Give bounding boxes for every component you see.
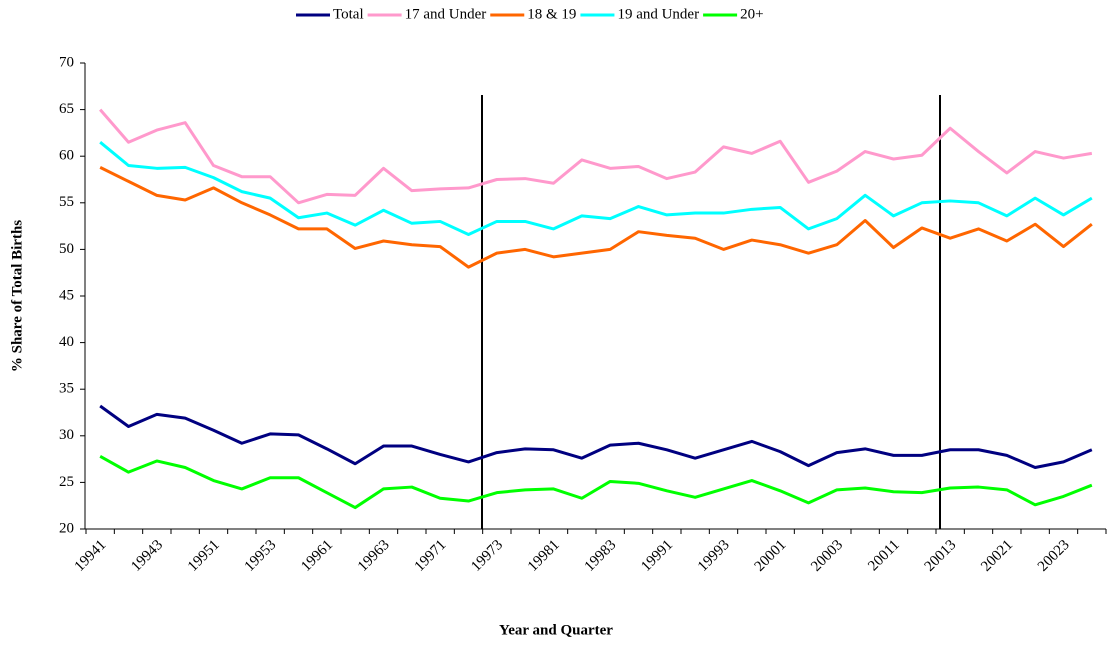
- x-tick-label: 19993: [695, 537, 733, 575]
- x-axis-title: Year and Quarter: [499, 622, 613, 638]
- x-tick-label: 19951: [185, 537, 223, 575]
- legend-label: 18 & 19: [527, 6, 576, 22]
- x-tick-label: 19943: [128, 537, 166, 575]
- y-tick-label: 55: [59, 194, 74, 210]
- legend-label: 19 and Under: [617, 6, 699, 22]
- series-line: [99, 404, 1093, 469]
- y-tick-label: 35: [59, 381, 74, 397]
- y-tick-label: 25: [59, 474, 74, 490]
- series-line: [99, 454, 1093, 510]
- x-tick-label: 20013: [922, 537, 960, 575]
- legend-label: Total: [333, 6, 364, 22]
- y-tick-label: 70: [59, 54, 74, 70]
- y-tick-label: 65: [59, 101, 74, 117]
- y-tick-label: 30: [59, 427, 74, 443]
- x-tick-label: 20003: [808, 537, 846, 575]
- x-tick-label: 20023: [1035, 537, 1073, 575]
- series-line: [99, 141, 1093, 236]
- y-axis-title: % Share of Total Births: [9, 220, 25, 372]
- x-tick-label: 19971: [412, 537, 450, 575]
- y-tick-label: 20: [59, 520, 74, 536]
- x-tick-label: 20011: [865, 537, 902, 574]
- x-tick-label: 19981: [525, 537, 563, 575]
- y-tick-label: 45: [59, 287, 74, 303]
- x-tick-label: 19961: [298, 537, 336, 575]
- x-tick-label: 19991: [638, 537, 676, 575]
- x-tick-label: 20021: [978, 537, 1016, 575]
- x-tick-label: 19983: [582, 537, 620, 575]
- x-tick-label: 20001: [752, 537, 790, 575]
- legend-label: 20+: [740, 6, 763, 22]
- x-tick-label: 19973: [468, 537, 506, 575]
- x-tick-label: 19953: [242, 537, 280, 575]
- y-tick-label: 40: [59, 334, 74, 350]
- legend-label: 17 and Under: [405, 6, 487, 22]
- y-tick-label: 60: [59, 148, 74, 164]
- x-tick-label: 19963: [355, 537, 393, 575]
- x-tick-label: 19941: [72, 537, 110, 575]
- series-line: [99, 108, 1093, 205]
- series-line: [99, 166, 1093, 269]
- y-tick-label: 50: [59, 241, 74, 257]
